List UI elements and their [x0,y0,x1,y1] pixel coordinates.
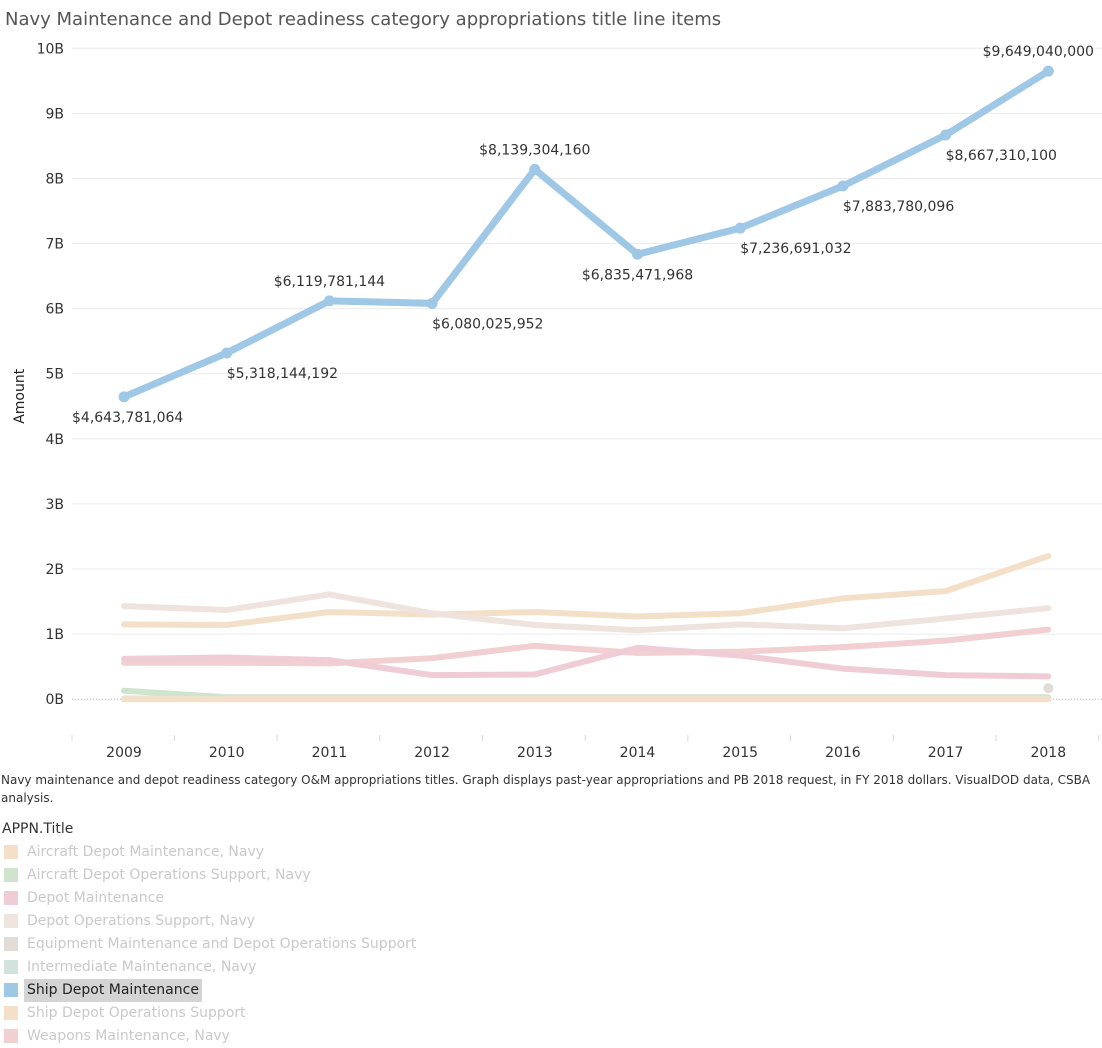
legend-item[interactable]: Aircraft Depot Operations Support, Navy [2,864,602,887]
data-point-ship-depot-maintenance[interactable] [940,129,952,141]
axes: 0B 1B 2B 3B 4B 5B 6B 7B 8B 9B 10B Amount 2009 2010 201… [12,41,1100,761]
legend-item[interactable]: Depot Maintenance [2,887,602,910]
legend-item[interactable]: Aircraft Depot Maintenance, Navy [2,841,602,864]
x-tick-label: 2011 [312,745,348,761]
x-tick-label: 2010 [209,745,245,761]
legend-swatch [4,1006,18,1020]
data-label: $8,667,310,100 [946,148,1057,164]
legend-label: Weapons Maintenance, Navy [27,1028,230,1044]
y-tick-label: 5B [45,367,64,383]
legend-label: Depot Maintenance [27,890,164,906]
legend-label: Ship Depot Maintenance [24,979,202,1002]
legend-swatch [4,891,18,905]
legend-swatch [4,914,18,928]
legend-swatch [4,937,18,951]
legend-title: APPN.Title [2,821,74,837]
legend-item[interactable]: Weapons Maintenance, Navy [2,1025,602,1048]
data-point-ship-depot-maintenance[interactable] [1042,65,1054,77]
legend-label: Aircraft Depot Operations Support, Navy [27,867,311,883]
x-tick-label: 2015 [722,745,758,761]
data-label: $7,236,691,032 [740,241,851,257]
legend-item[interactable]: Intermediate Maintenance, Navy [2,956,602,979]
legend-item[interactable]: Ship Depot Maintenance [2,979,602,1002]
data-label: $6,119,781,144 [274,274,385,290]
data-label: $9,649,040,000 [983,44,1094,60]
chart-title: Navy Maintenance and Depot readiness cat… [5,9,722,30]
data-point-ship-depot-maintenance[interactable] [734,222,746,234]
y-tick-label: 1B [45,627,64,643]
legend-label: Equipment Maintenance and Depot Operatio… [27,936,417,952]
data-point-ship-depot-maintenance[interactable] [426,297,438,309]
series-lines [118,65,1054,703]
data-point-ship-depot-maintenance[interactable] [529,163,541,175]
data-label: $6,080,025,952 [432,316,543,332]
data-point-equipment-maintenance-and-depot-operations-support[interactable] [1043,683,1054,694]
x-tick-label: 2013 [517,745,553,761]
data-point-ship-depot-maintenance[interactable] [323,295,335,307]
legend-swatch [4,1029,18,1043]
y-tick-label: 7B [45,237,64,253]
y-tick-label: 9B [45,106,64,122]
data-label: $6,835,471,968 [582,267,693,283]
data-point-ship-depot-maintenance[interactable] [632,248,643,260]
data-label: $5,318,144,192 [227,366,338,382]
legend-item[interactable]: Equipment Maintenance and Depot Operatio… [2,933,602,956]
legend-item[interactable]: Ship Depot Operations Support [2,1002,602,1025]
line-chart: 0B 1B 2B 3B 4B 5B 6B 7B 8B 9B 10B Amount 2009 2010 201… [12,41,1102,761]
y-tick-label: 10B [37,41,64,57]
series-line-weapons-maintenance-navy[interactable] [121,626,1052,667]
legend-item[interactable]: Depot Operations Support, Navy [2,910,602,933]
legend-label: Ship Depot Operations Support [27,1005,246,1021]
data-label: $8,139,304,160 [479,142,590,158]
x-tick-label: 2012 [414,745,450,761]
series-line-depot-operations-support-navy[interactable] [121,591,1052,634]
legend-swatch [4,960,18,974]
data-point-ship-depot-maintenance[interactable] [221,347,233,359]
x-tick-label: 2009 [106,745,142,761]
x-tick-label: 2016 [825,745,861,761]
data-label: $4,643,781,064 [72,410,183,426]
data-point-ship-depot-maintenance[interactable] [118,391,130,403]
x-tick-label: 2014 [620,745,656,761]
x-tick-label: 2017 [928,745,964,761]
y-tick-label: 6B [45,302,64,318]
series-line-depot-maintenance[interactable] [121,644,1052,680]
data-point-ship-depot-maintenance[interactable] [837,180,849,192]
legend-swatch [4,845,18,859]
legend-label: Intermediate Maintenance, Navy [27,959,257,975]
data-labels: $4,643,781,064 $5,318,144,192 $6,119,781,1… [72,44,1094,426]
legend-label: Depot Operations Support, Navy [27,913,256,929]
y-tick-label: 4B [45,432,64,448]
y-axis-title: Amount [12,368,28,424]
chart-caption: Navy maintenance and depot readiness cat… [1,773,1091,805]
series-line-aircraft-depot-maintenance-navy[interactable] [121,552,1052,628]
y-tick-label: 3B [45,497,64,513]
legend-swatch [4,983,18,997]
y-tick-label: 2B [45,562,64,578]
y-tick-label: 0B [45,692,64,708]
legend-swatch [4,868,18,882]
series-line-ship-depot-maintenance[interactable] [120,67,1052,401]
x-tick-label: 2018 [1030,745,1066,761]
data-label: $7,883,780,096 [843,199,954,215]
legend: APPN.Title Aircraft Depot Maintenance, N… [2,820,602,1048]
y-tick-label: 8B [45,171,64,187]
legend-label: Aircraft Depot Maintenance, Navy [27,844,265,860]
